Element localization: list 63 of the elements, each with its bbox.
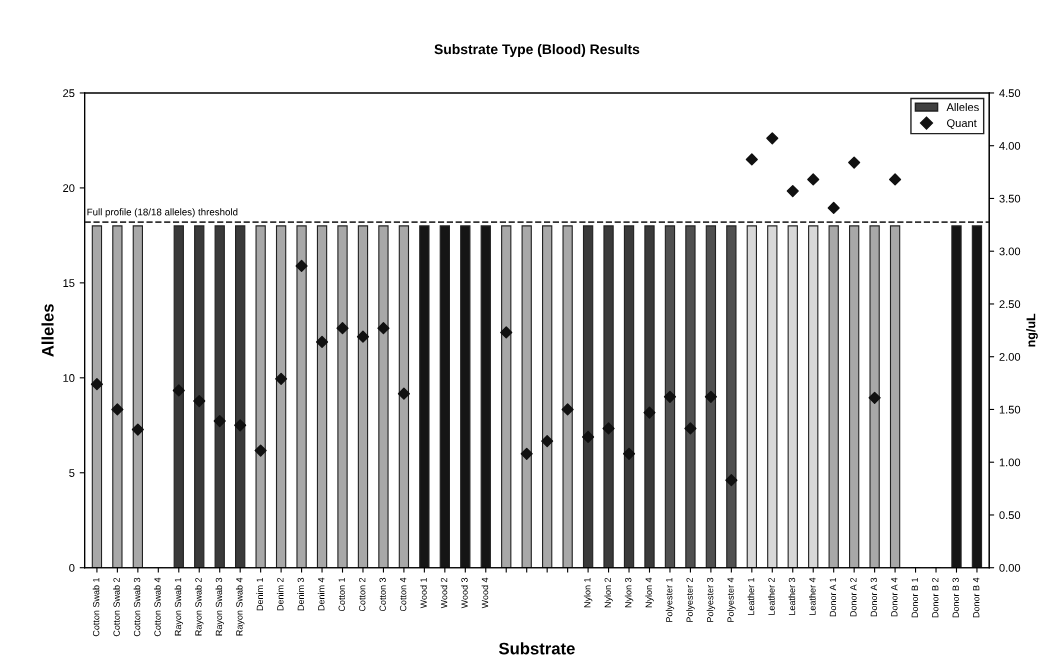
x-tick-label: Cotton Swab 4 xyxy=(154,577,161,637)
x-tick-label: Cotton Swab 1 xyxy=(92,577,100,637)
legend-label: Alleles xyxy=(946,102,979,112)
y2-tick-label: 2.50 xyxy=(999,300,1021,309)
x-tick-label: Wood 1 xyxy=(420,577,427,609)
x-tick-label: Donor B 3 xyxy=(952,577,959,618)
y-tick-label: 10 xyxy=(63,374,75,382)
y-tick-label: 5 xyxy=(69,469,75,477)
x-tick-label: Cotton 2 xyxy=(359,577,366,612)
x-tick-label: Rayon Swab 1 xyxy=(174,577,183,636)
x-tick-label: Cotton Swab 2 xyxy=(113,577,120,637)
x-tick-label: Denim 3 xyxy=(297,577,304,611)
x-tick-label: Denim 2 xyxy=(276,577,284,611)
x-tick-label: Rayon Swab 3 xyxy=(215,577,224,636)
y2-tick-label: 4.50 xyxy=(999,89,1021,98)
x-tick-label: Donor B 1 xyxy=(911,577,918,618)
y2-tick-label: 3.50 xyxy=(999,194,1021,203)
x-tick-label: Cotton 3 xyxy=(379,577,386,612)
y2-tick-label: 2.00 xyxy=(999,352,1021,361)
x-tick-label: Donor A 1 xyxy=(829,577,837,617)
x-tick-label: Donor A 4 xyxy=(891,577,898,617)
x-tick-label: Nylon 4 xyxy=(645,577,654,608)
y2-axis-title: ng/uL xyxy=(1026,313,1038,347)
x-tick-label: Wood 3 xyxy=(461,577,468,609)
y-tick-label: 25 xyxy=(63,89,75,98)
y2-tick-label: 0.00 xyxy=(999,563,1021,572)
y-axis-title: Alleles xyxy=(41,304,54,357)
y-tick-label: 15 xyxy=(63,279,75,287)
x-tick-label: Nylon 3 xyxy=(624,577,634,608)
ref-line-label: Full profile (18/18 alleles) threshold xyxy=(87,208,238,218)
x-tick-label: Wood 2 xyxy=(440,577,448,609)
x-tick-label: Rayon Swab 4 xyxy=(235,577,245,636)
x-tick-label: Leather 4 xyxy=(809,577,816,615)
x-tick-label: Polyester 1 xyxy=(665,577,675,622)
y2-tick-label: 1.00 xyxy=(999,458,1021,467)
x-axis-title: Substrate xyxy=(498,642,575,655)
y2-tick-label: 0.50 xyxy=(999,511,1021,520)
x-tick-label: Rayon Swab 2 xyxy=(195,577,204,636)
x-tick-label: Nylon 1 xyxy=(583,577,593,608)
x-tick-label: Polyester 4 xyxy=(727,577,736,622)
x-tick-label: Wood 4 xyxy=(481,577,489,609)
x-tick-label: Donor A 2 xyxy=(850,577,857,617)
x-tick-label: Polyester 2 xyxy=(686,577,695,622)
x-tick-label: Leather 3 xyxy=(788,577,796,615)
y-tick-label: 20 xyxy=(63,184,75,193)
legend-label: Quant xyxy=(947,119,977,130)
x-tick-label: Denim 1 xyxy=(256,577,264,611)
x-tick-label: Donor B 2 xyxy=(932,577,939,618)
x-tick-label: Cotton Swab 3 xyxy=(133,577,141,637)
x-tick-label: Donor B 4 xyxy=(973,577,980,618)
x-tick-label: Denim 4 xyxy=(317,577,325,611)
x-tick-label: Polyester 3 xyxy=(706,577,716,622)
chart-title: Substrate Type (Blood) Results xyxy=(434,44,640,57)
x-tick-label: Cotton 1 xyxy=(338,577,345,612)
y-tick-label: 0 xyxy=(69,563,75,572)
y2-tick-label: 4.00 xyxy=(999,141,1021,150)
x-tick-label: Cotton 4 xyxy=(399,577,407,612)
x-tick-label: Leather 2 xyxy=(768,577,775,615)
x-tick-label: Leather 1 xyxy=(747,577,755,615)
x-tick-label: Donor A 3 xyxy=(870,577,878,617)
x-tick-label: Nylon 2 xyxy=(604,577,613,608)
y2-tick-label: 1.50 xyxy=(999,405,1021,414)
y2-tick-label: 3.00 xyxy=(999,247,1021,256)
